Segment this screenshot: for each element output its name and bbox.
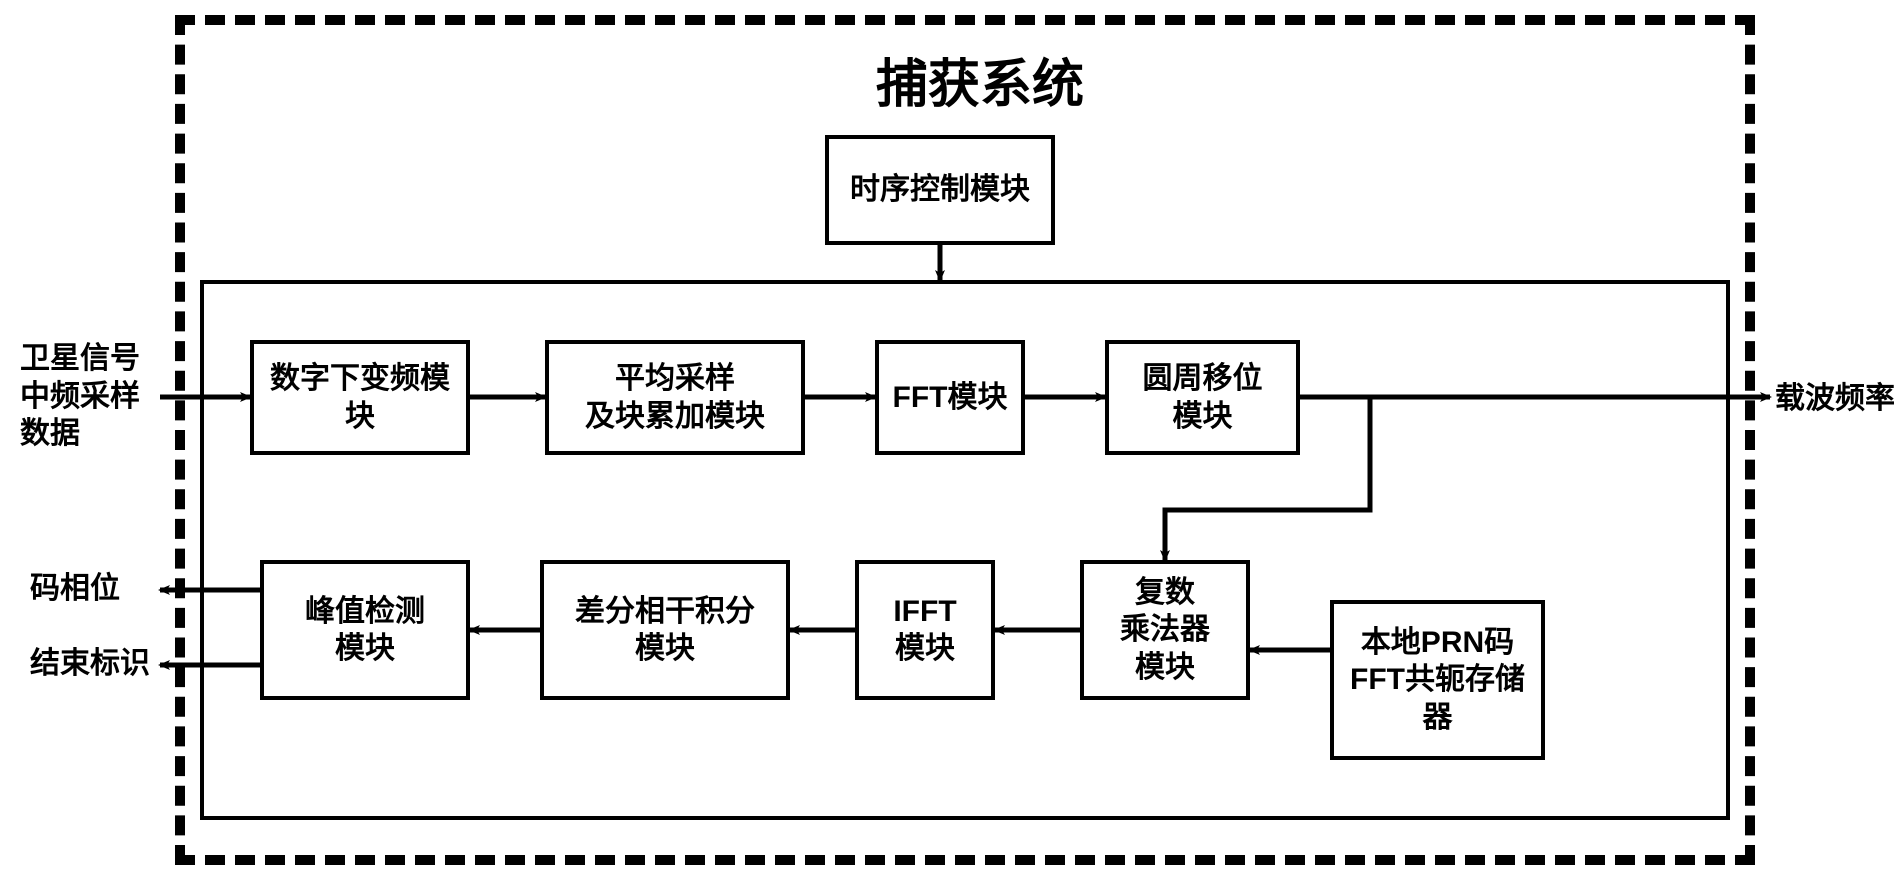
- fft-block: FFT模块: [875, 340, 1025, 455]
- ifft-block: IFFT模块: [855, 560, 995, 700]
- prn-store-block: 本地PRN码FFT共轭存储器: [1330, 600, 1545, 760]
- diagram-root: 捕获系统 时序控制模块 数字下变频模块 平均采样及块累加模块 FFT模块 圆周移…: [0, 0, 1901, 890]
- system-title: 捕获系统: [850, 42, 1110, 117]
- circular-shift-block: 圆周移位模块: [1105, 340, 1300, 455]
- codephase-label: 码相位: [30, 570, 120, 608]
- diff-coherent-block: 差分相干积分模块: [540, 560, 790, 700]
- carrier-label: 载波频率: [1775, 380, 1895, 418]
- ddc-block: 数字下变频模块: [250, 340, 470, 455]
- peak-detect-block: 峰值检测模块: [260, 560, 470, 700]
- endflag-label: 结束标识: [30, 645, 150, 683]
- input-label: 卫星信号中频采样数据: [20, 340, 140, 453]
- complex-mul-block: 复数乘法器模块: [1080, 560, 1250, 700]
- avg-accumulate-block: 平均采样及块累加模块: [545, 340, 805, 455]
- timing-control-block: 时序控制模块: [825, 135, 1055, 245]
